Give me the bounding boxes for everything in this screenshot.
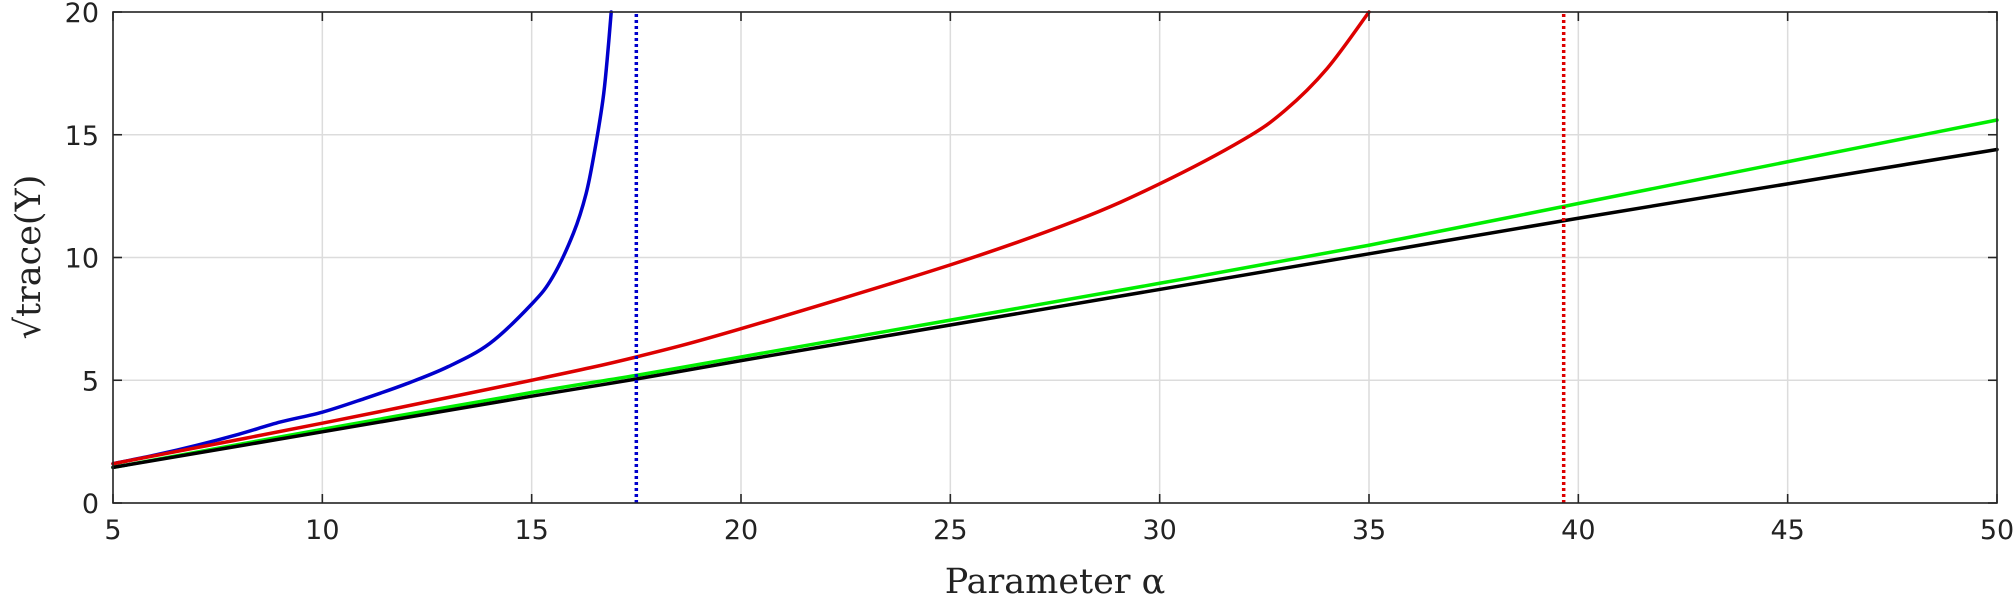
x-tick-label: 20 [724, 515, 758, 546]
y-tick-label: 0 [82, 489, 99, 520]
x-tick-label: 30 [1142, 515, 1176, 546]
series-line-2 [111, 118, 1999, 470]
x-tick-label: 45 [1770, 515, 1804, 546]
y-tick-label: 20 [65, 0, 99, 29]
x-tick-label: 5 [104, 515, 121, 546]
x-tick-label: 35 [1352, 515, 1386, 546]
x-axis-label: Parameter α [945, 562, 1166, 598]
grid [112, 11, 1998, 504]
series-line-3 [111, 147, 1999, 470]
series-line-0 [111, 10, 613, 466]
y-axis-label: √trace(Y) [9, 175, 49, 340]
x-tick-label: 50 [1980, 515, 2014, 546]
x-tick-label: 25 [933, 515, 967, 546]
y-tick-label: 5 [82, 366, 99, 397]
x-tick-label: 40 [1561, 515, 1595, 546]
series-group [111, 10, 1999, 503]
series-line-1 [111, 10, 1371, 466]
x-tick-label: 15 [514, 515, 548, 546]
x-tick-label: 10 [305, 515, 339, 546]
y-tick-label: 15 [65, 121, 99, 152]
y-tick-label: 10 [65, 244, 99, 275]
